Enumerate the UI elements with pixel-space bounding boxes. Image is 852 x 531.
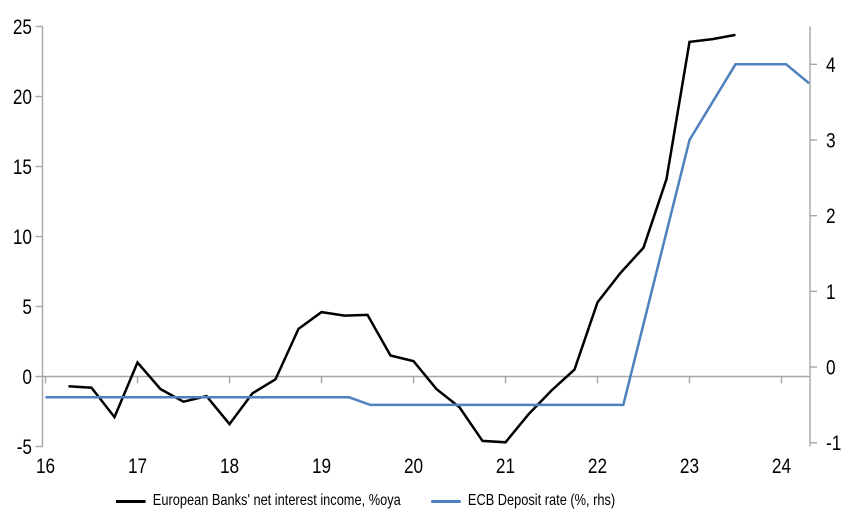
legend-item-ecb-deposit-rate: ECB Deposit rate (%, rhs) [431, 492, 615, 510]
right-axis-tick-label: -1 [826, 433, 841, 456]
right-axis: 4 3 2 1 0 -1 [809, 26, 841, 456]
x-axis-tick-label: 19 [312, 456, 331, 479]
legend-label-net-interest-income: European Banks' net interest income, %oy… [152, 492, 401, 509]
left-axis-tick-label: 15 [13, 157, 32, 180]
right-axis-tick-label: 0 [826, 357, 836, 380]
x-axis-tick-label: 18 [220, 456, 239, 479]
x-axis-tick-label: 17 [128, 456, 147, 479]
x-axis-tick-label: 16 [36, 456, 55, 479]
legend-item-net-interest-income: European Banks' net interest income, %oy… [116, 492, 401, 510]
legend-label-ecb-deposit-rate: ECB Deposit rate (%, rhs) [467, 492, 616, 509]
left-axis: 25 20 15 10 5 0 -5 [13, 17, 44, 460]
x-axis-tick-label: 23 [680, 456, 699, 479]
right-axis-tick-label: 1 [826, 281, 836, 304]
chart-legend: European Banks' net interest income, %oy… [116, 492, 615, 510]
legend-line-sample-blue [431, 499, 461, 503]
x-axis-tick-label: 24 [772, 456, 791, 479]
x-axis: 16 17 18 19 20 21 22 23 24 [36, 376, 791, 479]
series-line-net-interest-income [68, 33, 736, 444]
series-line-ecb-deposit-rate [45, 63, 810, 407]
x-axis-tick-label: 22 [588, 456, 607, 479]
x-axis-tick-label: 21 [496, 456, 515, 479]
left-axis-tick-label: -5 [17, 437, 32, 460]
right-axis-tick-label: 4 [826, 54, 836, 77]
right-axis-tick-label: 3 [826, 130, 836, 153]
x-axis-tick-label: 20 [404, 456, 423, 479]
legend-line-sample-black [116, 499, 146, 503]
left-axis-tick-label: 20 [13, 87, 32, 110]
left-axis-tick-label: 25 [13, 17, 32, 40]
left-axis-tick-label: 10 [13, 227, 32, 250]
right-axis-tick-label: 2 [826, 206, 836, 229]
left-axis-tick-label: 0 [22, 367, 32, 390]
left-axis-tick-label: 5 [22, 297, 32, 320]
